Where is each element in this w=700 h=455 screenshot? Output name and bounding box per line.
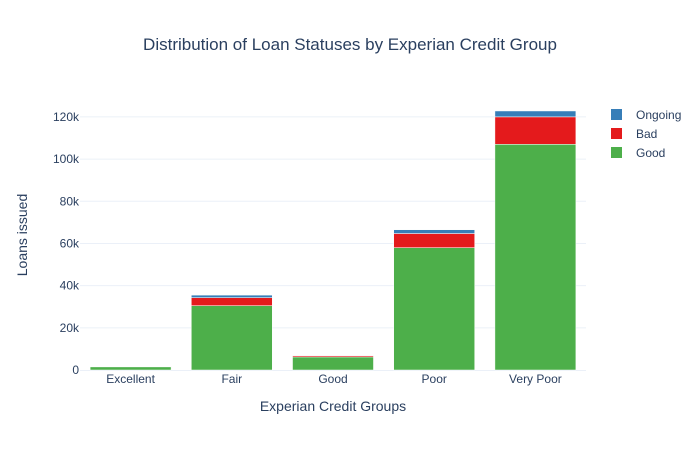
legend-swatch-ongoing[interactable] <box>611 109 622 120</box>
bar-good-very-poor <box>495 144 576 370</box>
legend-swatch-good[interactable] <box>611 147 622 158</box>
bar-good-poor <box>394 248 475 370</box>
x-tick-label: Excellent <box>106 372 155 386</box>
x-axis-label: Experian Credit Groups <box>260 398 406 414</box>
bar-ongoing-poor <box>394 230 475 234</box>
chart-title: Distribution of Loan Statuses by Experia… <box>143 35 557 54</box>
y-tick-label: 80k <box>60 194 80 208</box>
y-tick-label: 120k <box>53 110 80 124</box>
bar-bad-fair <box>191 298 272 306</box>
x-tick-label: Fair <box>221 372 242 386</box>
bar-good-good <box>293 357 374 370</box>
bar-bad-very-poor <box>495 117 576 144</box>
bar-ongoing-very-poor <box>495 111 576 117</box>
y-tick-label: 0 <box>72 363 79 377</box>
legend-swatch-bad[interactable] <box>611 128 622 139</box>
legend-label-good[interactable]: Good <box>636 146 665 160</box>
bar-good-fair <box>191 306 272 370</box>
bar-bad-poor <box>394 234 475 248</box>
y-tick-label: 60k <box>60 236 80 250</box>
x-tick-label: Good <box>318 372 347 386</box>
x-tick-label: Poor <box>422 372 447 386</box>
y-tick-label: 40k <box>60 279 80 293</box>
legend-label-bad[interactable]: Bad <box>636 127 657 141</box>
y-tick-label: 100k <box>53 152 80 166</box>
x-tick-label: Very Poor <box>509 372 562 386</box>
y-axis-label: Loans issued <box>14 194 30 277</box>
bar-ongoing-fair <box>191 295 272 298</box>
legend-label-ongoing[interactable]: Ongoing <box>636 108 681 122</box>
y-tick-label: 20k <box>60 321 80 335</box>
bar-good-excellent <box>90 367 171 370</box>
